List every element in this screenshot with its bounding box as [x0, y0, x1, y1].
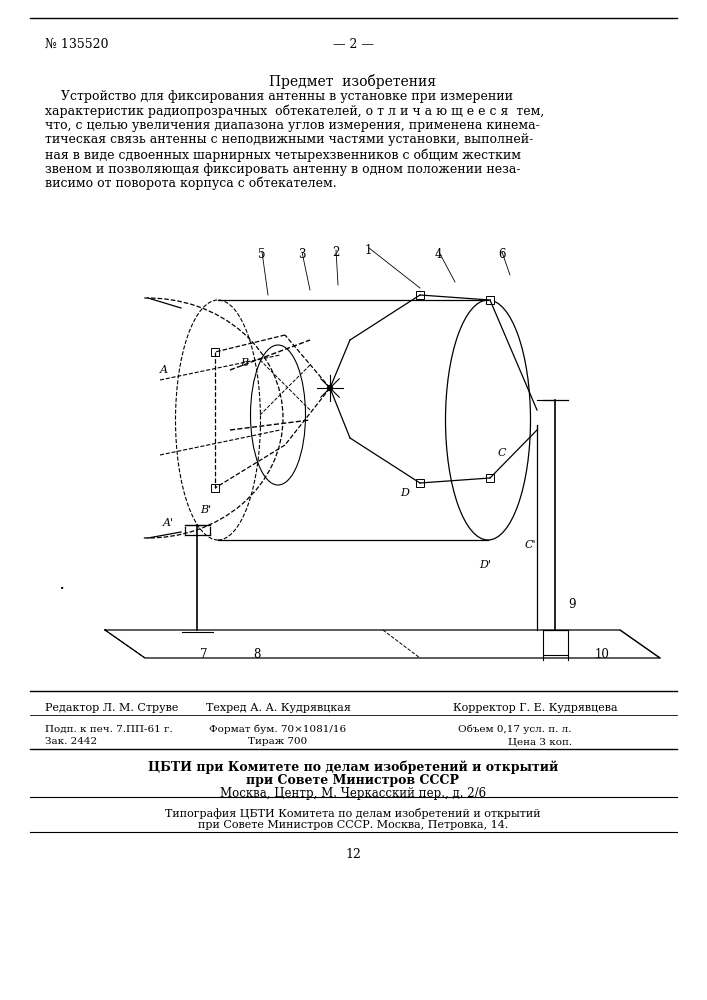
Text: характеристик радиопрозрачных  обтекателей, о т л и ч а ю щ е е с я  тем,: характеристик радиопрозрачных обтекателе… — [45, 104, 544, 118]
Text: Редактор Л. М. Струве: Редактор Л. М. Струве — [45, 703, 178, 713]
Text: 1: 1 — [365, 244, 373, 257]
Bar — [211, 484, 219, 492]
Bar — [486, 296, 494, 304]
Text: 6: 6 — [498, 248, 506, 261]
Bar — [211, 348, 219, 356]
Text: .: . — [58, 575, 64, 593]
Text: A': A' — [163, 518, 174, 528]
Text: при Совете Министров СССР. Москва, Петровка, 14.: при Совете Министров СССР. Москва, Петро… — [198, 820, 508, 830]
Text: Типография ЦБТИ Комитета по делам изобретений и открытий: Типография ЦБТИ Комитета по делам изобре… — [165, 808, 541, 819]
Text: Подп. к печ. 7.ПП-61 г.: Подп. к печ. 7.ПП-61 г. — [45, 725, 173, 734]
Text: 8: 8 — [253, 648, 260, 661]
Text: ЦБТИ при Комитете по делам изобретений и открытий: ЦБТИ при Комитете по делам изобретений и… — [148, 761, 558, 774]
Text: 2: 2 — [332, 246, 339, 259]
Text: что, с целью увеличения диапазона углов измерения, применена кинема-: что, с целью увеличения диапазона углов … — [45, 119, 539, 132]
Text: Цена 3 коп.: Цена 3 коп. — [508, 737, 572, 746]
Text: ная в виде сдвоенных шарнирных четырехзвенников с общим жестким: ная в виде сдвоенных шарнирных четырехзв… — [45, 148, 521, 161]
Text: висимо от поворота корпуса с обтекателем.: висимо от поворота корпуса с обтекателем… — [45, 177, 337, 190]
Text: 5: 5 — [258, 248, 266, 261]
Text: D: D — [400, 488, 409, 498]
Text: — 2 —: — 2 — — [332, 38, 373, 51]
Text: № 135520: № 135520 — [45, 38, 108, 51]
Text: 7: 7 — [200, 648, 207, 661]
Text: 4: 4 — [435, 248, 443, 261]
Text: B: B — [240, 358, 248, 368]
Text: B': B' — [200, 505, 211, 515]
Text: Корректор Г. Е. Кудрявцева: Корректор Г. Е. Кудрявцева — [452, 703, 617, 713]
Circle shape — [327, 385, 332, 390]
Text: 12: 12 — [345, 848, 361, 861]
Text: Объем 0,17 усл. п. л.: Объем 0,17 усл. п. л. — [459, 725, 572, 734]
Text: C': C' — [525, 540, 537, 550]
Text: Техред А. А. Кудрявцкая: Техред А. А. Кудрявцкая — [206, 703, 351, 713]
Text: A: A — [160, 365, 168, 375]
Text: C: C — [498, 448, 506, 458]
Bar — [416, 291, 424, 299]
Text: 10: 10 — [595, 648, 610, 661]
Text: Предмет  изобретения: Предмет изобретения — [269, 74, 436, 89]
Text: Москва, Центр, М. Черкасский пер., д. 2/6: Москва, Центр, М. Черкасский пер., д. 2/… — [220, 787, 486, 800]
Text: Устройство для фиксирования антенны в установке при измерении: Устройство для фиксирования антенны в ус… — [45, 90, 513, 103]
Text: звеном и позволяющая фиксировать антенну в одном положении неза-: звеном и позволяющая фиксировать антенну… — [45, 162, 520, 176]
Text: Тираж 700: Тираж 700 — [248, 737, 308, 746]
Bar — [416, 479, 424, 487]
Text: тическая связь антенны с неподвижными частями установки, выполней-: тическая связь антенны с неподвижными ча… — [45, 133, 533, 146]
Text: Формат бум. 70×1081/16: Формат бум. 70×1081/16 — [209, 725, 346, 734]
Bar — [486, 474, 494, 482]
Text: при Совете Министров СССР: при Совете Министров СССР — [247, 774, 460, 787]
Text: D': D' — [479, 560, 491, 570]
Text: 9: 9 — [568, 598, 575, 611]
Text: Зак. 2442: Зак. 2442 — [45, 737, 97, 746]
Text: 3: 3 — [298, 248, 305, 261]
